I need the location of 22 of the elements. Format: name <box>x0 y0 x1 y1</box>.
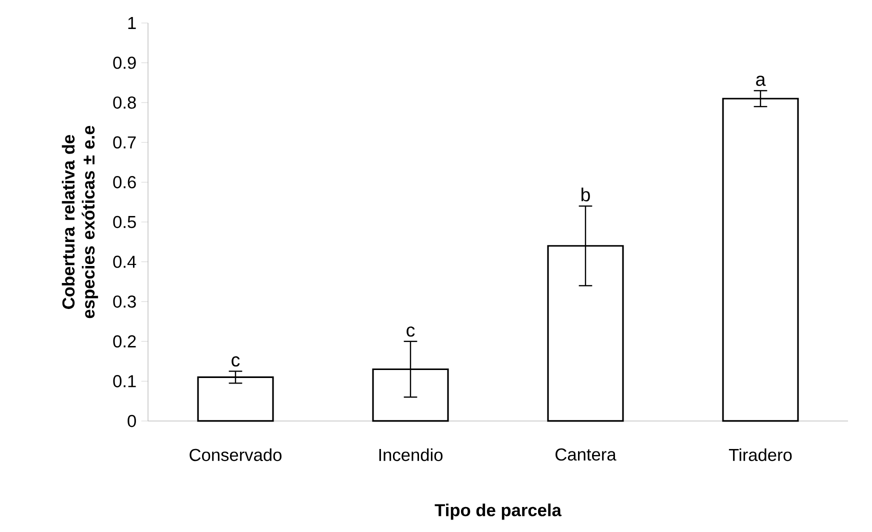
y-tick-label: 0.9 <box>113 56 136 69</box>
y-tick-label: 0.2 <box>113 335 136 348</box>
x-axis-title: Tipo de parcela <box>434 504 562 520</box>
y-tick-label: 0.5 <box>113 216 136 228</box>
y-tick-label: 1 <box>128 17 136 29</box>
y-tick-label: 0.4 <box>113 256 136 268</box>
y-tick-label: 0.7 <box>113 136 136 149</box>
y-tick-label: 0.1 <box>113 375 136 388</box>
annotation: c <box>406 326 415 337</box>
y-tick-label: 0 <box>128 414 136 428</box>
x-tick-label: Conservado <box>190 448 282 462</box>
bar <box>197 376 274 422</box>
y-tick-label: 0.6 <box>113 176 136 188</box>
annotation: a <box>756 76 766 86</box>
x-tick-label: Cantera <box>556 448 616 461</box>
x-tick-label: Tiradero <box>728 448 792 462</box>
y-axis-title: Cobertura relativa de especies exóticas ± e.e <box>62 126 98 318</box>
y-tick-label: 0.3 <box>113 295 136 308</box>
x-tick-label: Incendio <box>379 448 443 462</box>
y-tick-label: 0.8 <box>113 96 136 109</box>
annotation: b <box>582 188 590 202</box>
annotation: c <box>232 356 240 367</box>
